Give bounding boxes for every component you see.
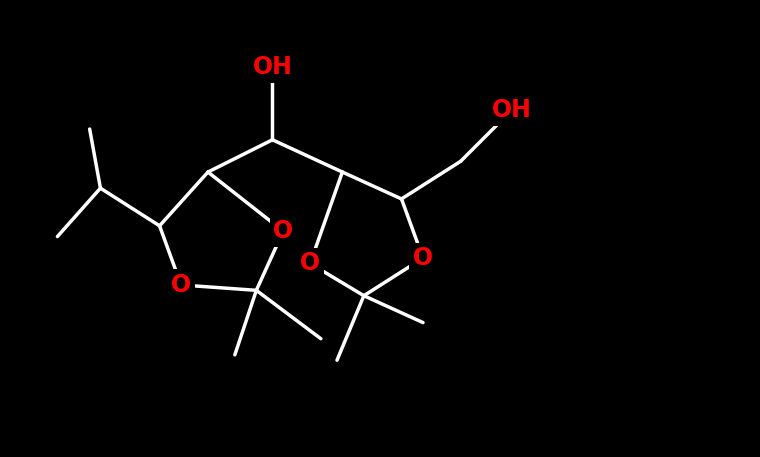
Text: O: O xyxy=(273,219,293,243)
Text: OH: OH xyxy=(252,55,293,79)
Text: O: O xyxy=(171,273,191,297)
Text: O: O xyxy=(300,251,320,276)
Text: O: O xyxy=(413,246,433,270)
Text: OH: OH xyxy=(492,98,532,122)
